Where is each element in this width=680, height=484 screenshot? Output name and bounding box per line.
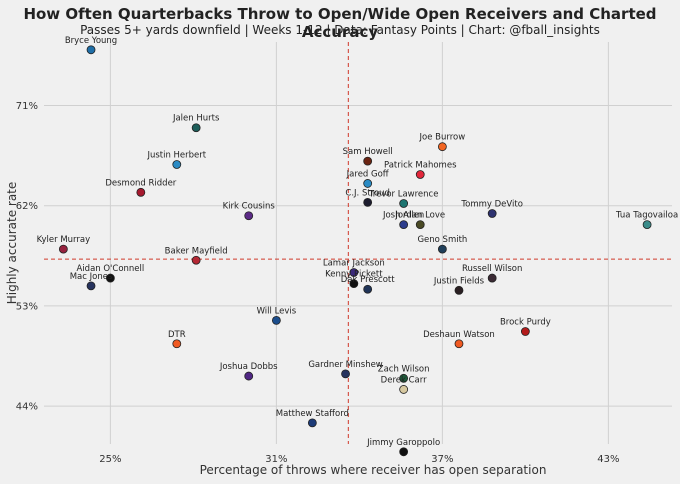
point-label: Will Levis bbox=[257, 306, 297, 316]
point-label: Kirk Cousins bbox=[223, 202, 276, 212]
data-point bbox=[642, 220, 652, 230]
data-point bbox=[172, 160, 182, 169]
point-label: Jared Goff bbox=[346, 169, 390, 179]
data-point bbox=[105, 273, 115, 283]
y-tick-label: 62% bbox=[16, 201, 38, 212]
point-label: Desmond Ridder bbox=[105, 178, 176, 188]
data-point bbox=[363, 284, 373, 294]
point-labels: Bryce Young Jalen Hurts Justin Herbert Desm… bbox=[37, 36, 679, 448]
point-label: Tua Tagovailoa bbox=[615, 211, 678, 221]
point-label: DTR bbox=[168, 330, 186, 340]
point-label: Geno Smith bbox=[417, 235, 467, 245]
data-point bbox=[172, 339, 182, 349]
point-label: Joe Burrow bbox=[419, 133, 466, 143]
data-point bbox=[363, 197, 373, 207]
data-point bbox=[86, 45, 96, 55]
data-point bbox=[244, 211, 254, 221]
data-point bbox=[415, 170, 425, 179]
data-point bbox=[58, 244, 68, 254]
point-label: C.J. Stroud bbox=[345, 188, 390, 198]
point-label: Jalen Hurts bbox=[172, 114, 220, 124]
point-label: Patrick Mahomes bbox=[384, 161, 457, 171]
data-point bbox=[363, 156, 373, 166]
point-label: Tommy DeVito bbox=[460, 199, 523, 209]
data-point bbox=[136, 187, 146, 197]
data-point bbox=[437, 244, 447, 254]
y-tick-label: 71% bbox=[16, 101, 38, 112]
data-point bbox=[191, 123, 201, 133]
data-point bbox=[86, 281, 96, 291]
point-label: Joshua Dobbs bbox=[219, 362, 278, 372]
data-point bbox=[437, 142, 447, 152]
point-label: Aidan O'Connell bbox=[77, 264, 145, 274]
point-label: Baker Mayfield bbox=[165, 246, 228, 256]
data-point bbox=[349, 268, 359, 277]
x-tick-label: 43% bbox=[597, 454, 619, 465]
data-point bbox=[399, 199, 409, 208]
x-tick-label: 31% bbox=[265, 454, 287, 465]
point-label: Bryce Young bbox=[65, 36, 117, 46]
x-tick-label: 25% bbox=[99, 454, 121, 465]
data-point bbox=[415, 220, 425, 230]
data-point bbox=[191, 255, 201, 265]
point-label: Deshaun Watson bbox=[423, 330, 495, 340]
point-label: Lamar Jackson bbox=[323, 259, 385, 269]
data-point bbox=[271, 315, 281, 325]
point-label: Justin Fields bbox=[433, 276, 485, 286]
point-label: Kenny Pickett bbox=[325, 270, 383, 280]
point-label: Jordan Love bbox=[394, 211, 445, 221]
data-point bbox=[487, 209, 497, 218]
point-label: Russell Wilson bbox=[462, 264, 522, 274]
point-label: Dak Prescott bbox=[341, 275, 396, 285]
reference-lines bbox=[44, 42, 672, 444]
point-label: Josh Allen bbox=[382, 211, 424, 221]
point-label: Matthew Stafford bbox=[276, 409, 349, 419]
point-label: Brock Purdy bbox=[500, 318, 551, 328]
chart-subtitle: Passes 5+ yards downfield | Weeks 1-12 |… bbox=[80, 23, 600, 37]
point-label: Trevor Lawrence bbox=[368, 189, 439, 199]
point-label: Gardner Minshew bbox=[308, 360, 382, 370]
x-tick-label: 37% bbox=[431, 454, 453, 465]
point-label: Mac Jones bbox=[70, 272, 113, 282]
data-point bbox=[454, 339, 464, 349]
data-point bbox=[399, 373, 409, 383]
data-point bbox=[307, 418, 317, 428]
point-label: Kyler Murray bbox=[37, 235, 91, 245]
data-point bbox=[520, 327, 530, 336]
point-label: Zach Wilson bbox=[378, 364, 430, 374]
data-point bbox=[349, 279, 359, 289]
data-point bbox=[399, 447, 409, 457]
y-axis-label: Highly accurate rate bbox=[5, 182, 19, 305]
y-tick-label: 44% bbox=[16, 402, 38, 413]
data-point bbox=[363, 179, 373, 188]
data-point bbox=[341, 369, 350, 379]
point-label: Derek Carr bbox=[381, 375, 427, 385]
chart-title: How Often Quarterbacks Throw to Open/Wid… bbox=[23, 5, 657, 41]
axis-ticks: 25% 31% 37% 43% 44% 53% 62% 71% bbox=[16, 101, 620, 465]
point-label: Sam Howell bbox=[343, 147, 393, 157]
point-label: Justin Herbert bbox=[146, 150, 206, 160]
point-label: Jimmy Garoppolo bbox=[366, 438, 440, 448]
data-point bbox=[399, 385, 409, 394]
y-tick-label: 53% bbox=[16, 301, 38, 312]
grid bbox=[44, 42, 672, 444]
data-point bbox=[454, 285, 464, 295]
x-axis-label: Percentage of throws where receiver has … bbox=[200, 463, 547, 477]
data-point bbox=[399, 220, 409, 230]
data-point bbox=[244, 371, 254, 381]
data-points bbox=[58, 45, 652, 457]
data-point bbox=[487, 273, 497, 283]
